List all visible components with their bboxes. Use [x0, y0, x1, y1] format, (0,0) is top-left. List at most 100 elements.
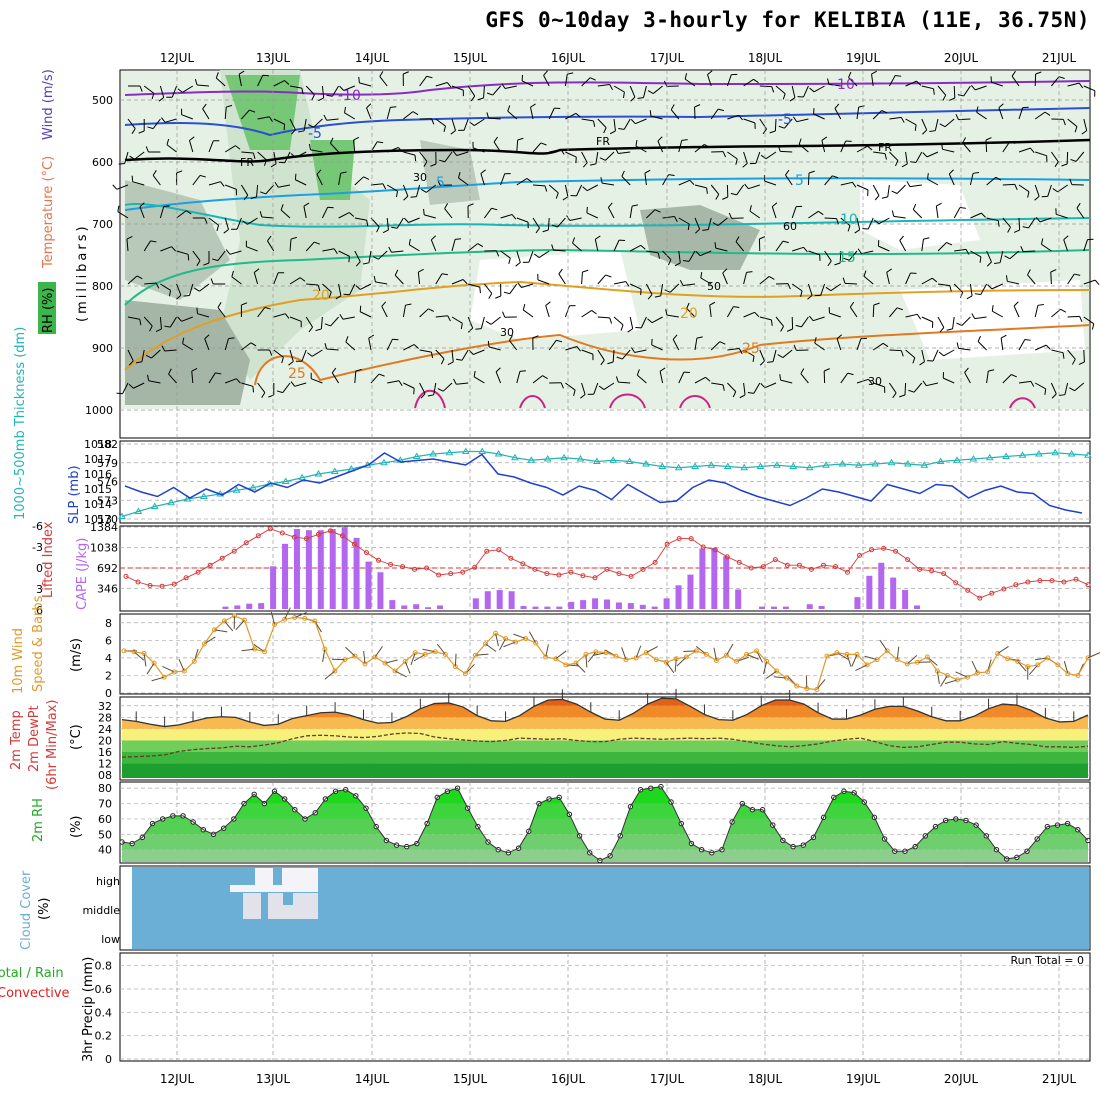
- wind-barb: [124, 151, 129, 164]
- wind-barb: [905, 151, 908, 164]
- contour-label: -10: [338, 88, 361, 104]
- wind-barb: [1018, 217, 1021, 231]
- wind-barb-flag: [329, 137, 334, 144]
- wind-barb: [977, 341, 987, 351]
- wind-barb: [678, 140, 683, 153]
- cloud-high-patch: [230, 885, 318, 892]
- wind-barb: [403, 344, 415, 351]
- wind-barb: [493, 141, 502, 153]
- wind-barb-flag: [868, 378, 873, 385]
- wind-barb-flag: [236, 378, 241, 384]
- wind-barb-flag: [997, 220, 1000, 227]
- wind-barb: [164, 118, 177, 123]
- wind-barb: [273, 151, 277, 164]
- wind-barb: [402, 305, 406, 318]
- wind-barb: [905, 349, 916, 359]
- wind-barb: [637, 374, 647, 384]
- wind10-point: [754, 648, 760, 654]
- wind-barb: [743, 382, 746, 395]
- wind-barb-flag: [572, 237, 576, 244]
- wind-barb-flag: [339, 313, 344, 320]
- wind-barb: [694, 184, 707, 189]
- wind-barb: [435, 118, 446, 127]
- wind-barb: [338, 212, 350, 219]
- wind-barb: [224, 338, 229, 351]
- li-point: [520, 561, 526, 567]
- wind-barb-flag: [128, 360, 134, 366]
- wind-barb-flag: [299, 277, 306, 282]
- wind-barb-flag: [630, 347, 636, 353]
- wind-barb-flag: [938, 351, 945, 357]
- date-label-top: 15JUL: [453, 51, 488, 65]
- wind-barb: [962, 142, 971, 153]
- wind-barb-flag: [378, 373, 385, 377]
- wind-barb-flag: [542, 375, 548, 380]
- wind-barb: [521, 283, 534, 288]
- wind-barb-flag: [508, 335, 513, 341]
- wind-barb: [759, 85, 772, 88]
- wind-barb: [829, 312, 841, 318]
- wind-barb-flag: [595, 235, 601, 240]
- wind-barb-flag: [452, 150, 458, 156]
- wind-barb-flag: [899, 394, 906, 398]
- wind-barb: [349, 283, 356, 296]
- wind-barb: [699, 250, 712, 257]
- wind-barb: [764, 180, 777, 186]
- wind-barb-flag: [139, 85, 143, 92]
- wind-barb: [1074, 382, 1085, 392]
- wind-barb-flag: [705, 376, 711, 382]
- slp-label: SLP (mb): [67, 465, 82, 524]
- wind-barb: [798, 143, 809, 153]
- wind-barb: [143, 85, 155, 94]
- slp-thickness-frame: [119, 440, 1091, 524]
- wind-barb-flag: [854, 229, 860, 234]
- wind10-point: [161, 674, 167, 680]
- wind10-barb: [846, 654, 852, 667]
- wind-barb: [152, 118, 161, 129]
- contour-label: -10: [832, 77, 855, 93]
- wind-barb-flag: [1011, 374, 1017, 378]
- wind-barb-flag: [803, 246, 808, 253]
- wind-barb: [991, 81, 1003, 87]
- li-point: [808, 566, 814, 572]
- wind-barb-flag: [426, 75, 433, 79]
- wind-barb: [500, 250, 511, 259]
- wind-barb-flag: [145, 354, 152, 359]
- li-point: [364, 550, 369, 556]
- wind-barb-flag: [328, 291, 332, 298]
- wind-barb: [386, 184, 398, 192]
- wind10-barb: [422, 648, 436, 653]
- wind-barb-flag: [654, 295, 661, 298]
- wind-barb-flag: [664, 289, 671, 293]
- wind-barb: [521, 80, 534, 87]
- wind-barb: [808, 210, 819, 219]
- wind-barb-flag: [881, 110, 888, 114]
- wind-barb-flag: [290, 381, 296, 387]
- wind-barb-flag: [253, 268, 260, 273]
- wind-barb: [558, 273, 566, 285]
- wind-barb: [1041, 243, 1052, 252]
- wind-barb-flag: [196, 307, 198, 314]
- wind-barb: [467, 243, 478, 252]
- wind-barb-flag: [220, 181, 225, 187]
- wind-barb: [621, 349, 631, 360]
- wind-barb-flag: [582, 269, 589, 273]
- wind-barb-flag: [922, 152, 928, 158]
- wind-barb-flag: [308, 124, 314, 128]
- wind10-barb: [214, 629, 228, 633]
- wind-barb-flag: [355, 285, 361, 290]
- wind-barb-flag: [307, 352, 313, 357]
- wind-barb: [743, 311, 755, 318]
- wind-barb: [1064, 382, 1069, 395]
- wind-barb-flag: [979, 256, 982, 263]
- thickness-point: [1051, 448, 1060, 456]
- y-tick-label: 900: [92, 342, 113, 355]
- cape-bar: [782, 606, 789, 609]
- wind10-barb: [906, 654, 918, 665]
- wind-barb: [261, 216, 274, 219]
- wind-barb-flag: [151, 93, 155, 100]
- contour-15: [124, 248, 1091, 306]
- wind-barb-flag: [1079, 316, 1083, 323]
- wind-barb: [683, 283, 696, 286]
- wind-barb-flag: [363, 176, 370, 180]
